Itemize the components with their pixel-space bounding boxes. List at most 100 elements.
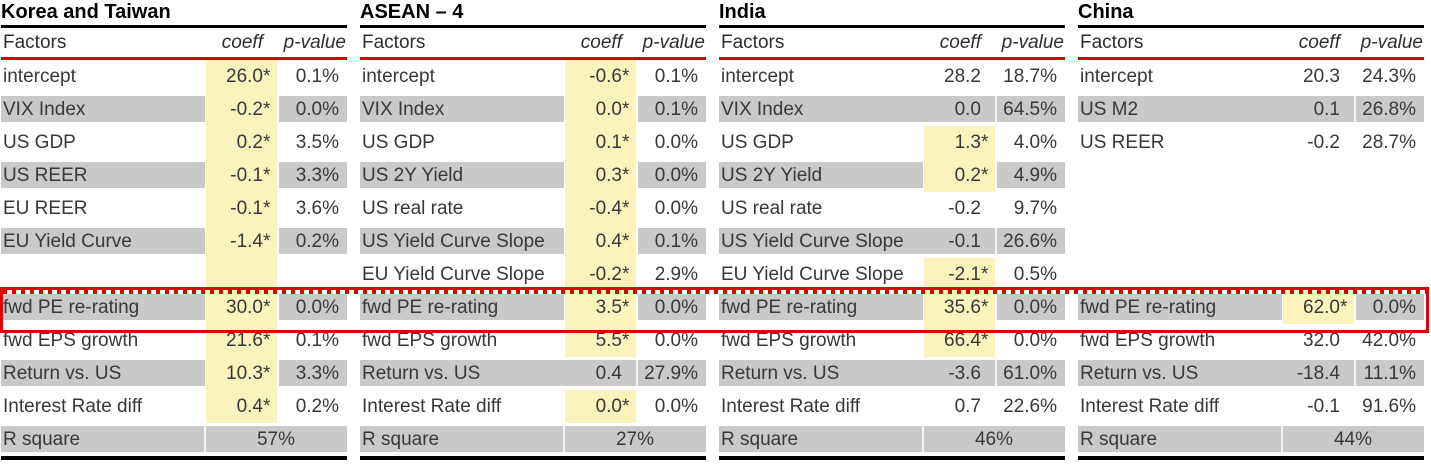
significance-asterisk: * [622,395,630,417]
significance-asterisk: * [622,98,630,120]
col-pvalue: p-value [642,31,705,53]
regression-tables-exhibit: Korea and Taiwan Factors coeff p-value i… [0,1,1431,460]
coeff-cell: -0.1 [923,231,996,253]
coeff-cell: 28.2 [923,66,996,88]
coeff-cell: 35.6 * [923,297,996,319]
pvalue-cell: 0.1% [654,230,698,252]
table-row: EU REER -0.1 * 3.6% [1,192,347,225]
row-shade [1078,426,1424,452]
significance-highlight [205,159,279,192]
table-row: Return vs. US -3.6 61.0% [719,357,1065,390]
col-factors: Factors [721,31,785,53]
factor-cell: US GDP [721,131,794,153]
col-factors: Factors [362,31,426,53]
pvalue-cell: 18.7% [1003,65,1057,87]
coeff-value: 3.5 [595,296,622,318]
row-shade [1078,360,1424,386]
table-rows: intercept 28.2 18.7% VIX Index 0.0 64.5%… [719,60,1065,423]
table-row: fwd EPS growth 66.4 * 0.0% [719,324,1065,357]
pvalue-cell: 4.9% [1013,164,1057,186]
significance-asterisk: * [622,164,630,186]
regression-table: India Factors coeff p-value intercept 28… [719,2,1065,460]
coeff-value: 1.3 [954,131,981,153]
header-rule-red [360,57,706,60]
table-row: fwd PE re-rating 62.0 * 0.0% [1078,291,1424,324]
header-rule-red [1078,57,1424,60]
significance-asterisk: * [263,98,271,120]
table-rows: intercept -0.6 * 0.1% VIX Index 0.0 * 0.1%… [360,60,706,423]
coeff-cell: 21.6 * [205,330,278,352]
bottom-rule [1,456,347,460]
coeff-cell: 5.5 * [564,330,637,352]
significance-asterisk: * [263,131,271,153]
pvalue-cell: 11.1% [1363,362,1416,384]
factor-cell: EU Yield Curve [3,230,132,252]
significance-asterisk: * [263,362,271,384]
table-row: US Yield Curve Slope -0.1 26.6% [719,225,1065,258]
significance-asterisk: * [981,131,989,153]
significance-highlight [564,324,638,357]
table-title: Korea and Taiwan [1,1,171,23]
factor-cell: Return vs. US [721,362,840,384]
significance-asterisk: * [622,296,630,318]
coeff-value: -18.4 [1296,362,1340,384]
regression-table: China Factors coeff p-value intercept 20… [1078,2,1424,460]
pvalue-cell: 24.3% [1362,65,1416,87]
table-row: Interest Rate diff -0.1 91.6% [1078,390,1424,423]
significance-highlight [205,291,279,324]
coeff-cell: -0.1 * [205,165,278,187]
row-shade [360,228,706,254]
row-shade [1,360,347,386]
table-row: intercept 26.0 * 0.1% [1,60,347,93]
row-shade [719,228,1065,254]
significance-asterisk: * [622,263,630,285]
significance-asterisk: * [981,329,989,351]
pvalue-cell: 0.5% [1013,263,1057,285]
table-title: China [1078,1,1134,23]
coeff-cell: -0.6 * [564,66,637,88]
significance-highlight [1282,291,1356,324]
pvalue-cell: 0.0% [654,329,698,351]
significance-asterisk: * [981,296,989,318]
coeff-value: 0.4 [595,230,622,252]
coeff-cell: -0.2 * [205,99,278,121]
coeff-cell: -0.4 * [564,198,637,220]
table-row: US real rate -0.2 9.7% [719,192,1065,225]
coeff-cell: 0.1 [1282,99,1355,121]
coeff-value: 0.0 [595,395,622,417]
pvalue-cell: 0.1% [654,98,698,120]
pvalue-cell: 0.0% [654,131,698,153]
table-row: US Yield Curve Slope 0.4 * 0.1% [360,225,706,258]
pvalue-cell: 0.2% [295,230,339,252]
factor-cell: US real rate [362,197,464,219]
factor-cell: VIX Index [3,98,86,120]
table-row [1078,225,1424,258]
row-shade [1,426,347,452]
coeff-value: 20.3 [1303,65,1340,87]
coeff-cell: -18.4 [1282,363,1355,385]
significance-asterisk: * [981,263,989,285]
significance-highlight [205,258,279,291]
coeff-cell: 0.7 [923,396,996,418]
significance-highlight [564,159,638,192]
table-row: fwd EPS growth 32.0 42.0% [1078,324,1424,357]
coeff-value: 66.4 [944,329,981,351]
col-coeff: coeff [221,31,263,53]
significance-asterisk: * [622,329,630,351]
table-title: ASEAN – 4 [360,1,464,23]
pvalue-cell: 0.0% [654,164,698,186]
table-row: fwd EPS growth 21.6 * 0.1% [1,324,347,357]
factor-cell: intercept [362,65,435,87]
pvalue-cell: 3.6% [295,197,339,219]
factor-cell: EU Yield Curve Slope [721,263,904,285]
r-square-row: R square 27% [360,423,706,456]
table-row: US REER -0.2 28.7% [1078,126,1424,159]
coeff-value: -2.1 [948,263,981,285]
factor-cell: US REER [1080,131,1165,153]
factor-cell: EU REER [3,197,88,219]
coeff-value: 0.1 [1313,98,1340,120]
coeff-cell: 66.4 * [923,330,996,352]
pvalue-cell: 9.7% [1013,197,1057,219]
col-coeff: coeff [580,31,622,53]
row-shade [360,96,706,122]
